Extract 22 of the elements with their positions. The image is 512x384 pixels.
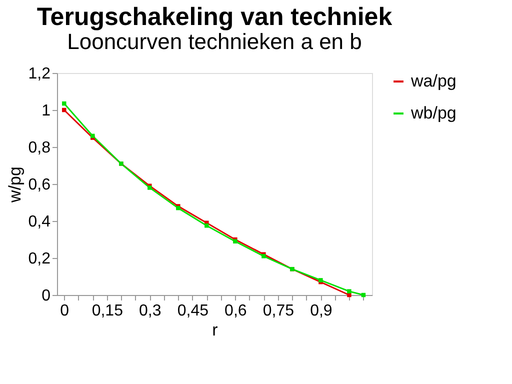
point: [204, 224, 209, 228]
x-tick-label: 0,9: [310, 302, 332, 320]
y-tick-label: 0,2: [28, 250, 51, 268]
y-tick-label: 1: [42, 102, 51, 120]
x-tick-label: 0: [60, 302, 70, 320]
chart-subtitle: Looncurven technieken a en b: [67, 29, 362, 54]
x-tick-label: 0,75: [262, 302, 294, 320]
y-axis-title: w/pg: [5, 166, 24, 204]
x-tick-label: 0,45: [177, 302, 209, 320]
y-tick-label: 1,2: [28, 66, 51, 82]
x-tick-label: 0,3: [139, 302, 162, 320]
y-tick-label: 0,4: [28, 214, 51, 230]
point: [347, 289, 352, 294]
legend-label: wa/pg: [410, 72, 456, 90]
x-axis-title: r: [212, 320, 218, 340]
y-tick-label: 0,6: [28, 176, 51, 194]
x-tick-label: 0,6: [224, 302, 247, 320]
y-tick-label: 0: [42, 288, 51, 304]
chart-title: Terugschakeling van techniek: [36, 3, 392, 31]
legend-label: wb/pg: [410, 104, 456, 122]
x-tick-label: 0,15: [92, 302, 124, 320]
y-tick-label: 0,8: [28, 140, 51, 156]
